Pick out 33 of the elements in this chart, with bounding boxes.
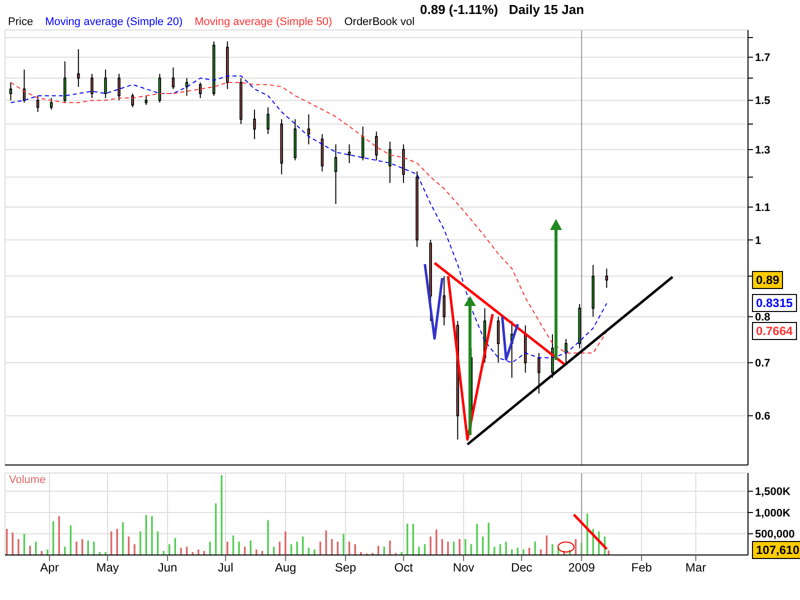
- y-tick-label: 1.3: [755, 144, 770, 156]
- x-tick-label: 2009: [568, 560, 596, 575]
- y-tick-label: 1,000K: [755, 507, 791, 520]
- x-tick-label: Dec: [510, 560, 532, 575]
- text: Price: [8, 16, 34, 28]
- x-tick-label: Aug: [274, 560, 296, 575]
- y-tick-label: 1: [755, 234, 762, 247]
- x-tick-label: Sep: [334, 560, 357, 575]
- text: 0.8315: [752, 294, 797, 312]
- y-tick-label: 1,500K: [755, 486, 791, 498]
- text: 0.7664: [752, 322, 797, 340]
- x-tick-label: Feb: [631, 560, 652, 575]
- x-tick-label: Jun: [158, 560, 178, 575]
- text: Moving average (Simple 50): [194, 16, 332, 28]
- y-tick-label: 1.5: [755, 95, 770, 108]
- chart-title: Volume: [9, 474, 46, 486]
- y-tick-label: 500,000: [755, 528, 795, 541]
- x-tick-label: Apr: [40, 560, 59, 575]
- x-tick-label: Jul: [218, 560, 234, 575]
- y-tick-label: 0.6: [755, 410, 770, 423]
- text: 107,610: [752, 541, 800, 560]
- x-tick-label: Nov: [452, 560, 474, 575]
- y-tick-label: 1.7: [755, 52, 770, 64]
- text: Moving average (Simple 20): [45, 16, 183, 28]
- x-tick-label: Oct: [394, 560, 414, 575]
- chart-title: 0.89 (-1.11%) Daily 15 Jan: [420, 2, 584, 17]
- y-tick-label: 1.1: [755, 202, 770, 214]
- text: 0.89: [752, 271, 784, 289]
- y-tick-label: 0.7: [755, 358, 770, 370]
- x-tick-label: May: [96, 560, 119, 575]
- y-tick-label: 0.8: [755, 312, 770, 324]
- x-tick-label: Mar: [685, 560, 706, 575]
- text: OrderBook vol: [344, 16, 415, 28]
